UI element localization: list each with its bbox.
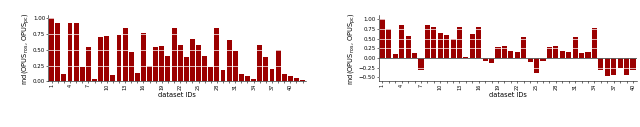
Bar: [166, 56, 170, 81]
Bar: [624, 58, 629, 75]
Bar: [209, 67, 213, 81]
Bar: [611, 58, 616, 75]
Bar: [184, 57, 189, 81]
Bar: [438, 33, 443, 58]
Bar: [592, 28, 597, 58]
Bar: [239, 74, 244, 81]
Bar: [502, 46, 507, 58]
Bar: [227, 40, 232, 81]
Bar: [579, 53, 584, 58]
Bar: [80, 67, 84, 81]
Bar: [457, 27, 462, 58]
Bar: [257, 45, 262, 81]
Bar: [412, 53, 417, 58]
Bar: [586, 52, 591, 58]
Bar: [172, 28, 177, 81]
Bar: [55, 23, 60, 81]
Bar: [282, 74, 287, 81]
Bar: [104, 36, 109, 81]
Bar: [74, 23, 79, 81]
Bar: [618, 58, 623, 68]
Bar: [300, 80, 305, 81]
Bar: [425, 25, 430, 58]
Bar: [178, 45, 182, 81]
Bar: [470, 34, 475, 58]
Bar: [431, 27, 436, 58]
Bar: [221, 70, 225, 81]
Bar: [264, 57, 268, 81]
Bar: [123, 28, 127, 81]
Bar: [451, 39, 456, 58]
Bar: [269, 69, 275, 81]
Bar: [49, 18, 54, 81]
Bar: [380, 19, 385, 58]
Bar: [111, 75, 115, 81]
Bar: [483, 58, 488, 61]
Bar: [214, 28, 220, 81]
Bar: [276, 50, 280, 81]
Bar: [92, 79, 97, 81]
Bar: [294, 78, 299, 81]
Bar: [560, 51, 565, 58]
Bar: [527, 58, 532, 62]
Bar: [141, 34, 146, 81]
Bar: [135, 73, 140, 81]
Bar: [61, 74, 67, 81]
Bar: [251, 79, 256, 81]
Bar: [245, 76, 250, 81]
Bar: [573, 37, 578, 58]
Bar: [605, 58, 610, 76]
Bar: [521, 37, 526, 58]
X-axis label: dataset IDs: dataset IDs: [489, 92, 527, 98]
Bar: [68, 23, 72, 81]
Bar: [495, 47, 500, 58]
Bar: [190, 38, 195, 81]
Bar: [399, 25, 404, 58]
Bar: [116, 35, 122, 81]
Bar: [554, 46, 559, 58]
Bar: [598, 58, 604, 70]
Bar: [233, 51, 237, 81]
Bar: [288, 76, 292, 81]
Bar: [153, 47, 158, 81]
Bar: [196, 45, 201, 81]
Bar: [508, 51, 513, 58]
Bar: [489, 58, 494, 63]
Bar: [515, 52, 520, 58]
Bar: [406, 36, 411, 58]
Bar: [393, 54, 398, 58]
Bar: [547, 47, 552, 58]
Bar: [202, 56, 207, 81]
Bar: [630, 58, 636, 70]
Y-axis label: rnd(OPUS$_{\rm nos}$, OPUS$_{\rm pc}$): rnd(OPUS$_{\rm nos}$, OPUS$_{\rm pc}$): [20, 12, 31, 85]
Bar: [98, 37, 103, 81]
Bar: [129, 52, 134, 81]
Y-axis label: rnd(OPUS$_{\rm nos}$, OPUS$_{\rm pc}$): rnd(OPUS$_{\rm nos}$, OPUS$_{\rm pc}$): [346, 12, 358, 85]
Bar: [444, 35, 449, 58]
Bar: [534, 58, 539, 73]
Bar: [86, 47, 91, 81]
Bar: [476, 27, 481, 58]
Bar: [419, 58, 424, 70]
Bar: [463, 57, 468, 58]
Bar: [540, 58, 545, 61]
Bar: [387, 29, 392, 58]
X-axis label: dataset IDs: dataset IDs: [158, 92, 196, 98]
Bar: [159, 46, 164, 81]
Bar: [566, 52, 572, 58]
Bar: [147, 66, 152, 81]
